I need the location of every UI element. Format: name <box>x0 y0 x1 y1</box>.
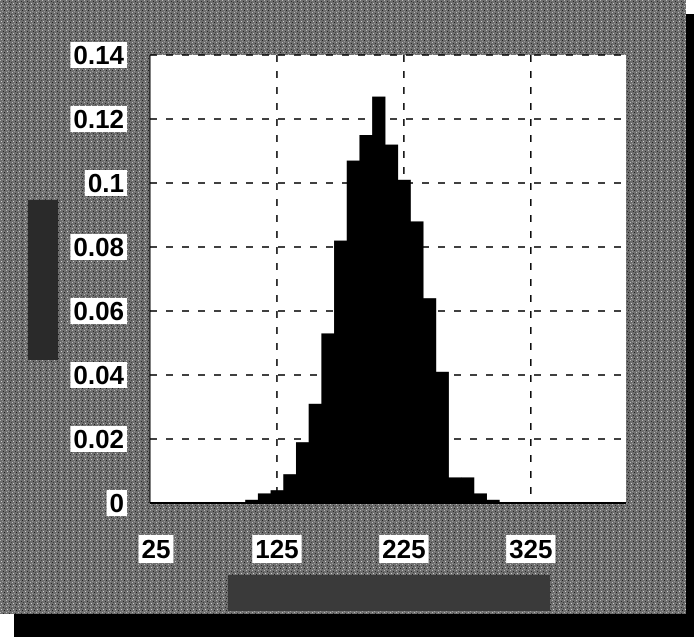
x-tick-label-2: 225 <box>382 534 425 564</box>
histogram-bar <box>334 240 348 503</box>
histogram-bar <box>346 160 361 503</box>
histogram-bar <box>283 474 297 503</box>
y-label-bg-5 <box>84 170 127 196</box>
histogram-bar <box>410 221 424 503</box>
bars <box>245 96 500 504</box>
y-tick-label-4: 0.08 <box>73 232 124 262</box>
y-tick-label-5: 0.1 <box>88 168 124 198</box>
y-tick-label-6: 0.12 <box>73 104 124 134</box>
panel-bottom-mark <box>228 575 550 611</box>
y-label-bg-1 <box>70 426 127 452</box>
y-tick-label-7: 0.14 <box>73 40 124 70</box>
histogram-bar <box>384 144 399 503</box>
histogram-bar <box>308 403 322 503</box>
histogram-bar <box>245 499 259 503</box>
panel-side-mark <box>28 200 58 360</box>
histogram-bar <box>372 96 386 503</box>
x-label-bg-3 <box>506 535 556 563</box>
histogram-bar <box>270 490 284 503</box>
y-label-bg-4 <box>70 234 127 260</box>
histogram-bar <box>460 477 475 503</box>
histogram-bar <box>257 493 272 503</box>
x-tick-label-1: 125 <box>255 534 298 564</box>
y-label-bg-2 <box>70 362 127 388</box>
x-tick-label-0: 25 <box>142 534 171 564</box>
histogram-bar <box>321 333 335 503</box>
y-tick-label-1: 0.02 <box>73 424 124 454</box>
histogram-bar <box>473 493 487 503</box>
histogram-bar <box>435 371 449 503</box>
histogram-bar <box>359 135 373 503</box>
y-label-bg-6 <box>70 106 127 132</box>
histogram-bar <box>486 499 500 503</box>
histogram-bar <box>422 298 437 503</box>
panel-shadow-right <box>684 14 694 637</box>
x-label-bg-2 <box>379 535 429 563</box>
histogram-bar <box>448 477 462 503</box>
x-label-bg-1 <box>252 535 302 563</box>
y-tick-label-2: 0.04 <box>73 360 124 390</box>
panel-shadow <box>14 612 694 637</box>
y-tick-label-3: 0.06 <box>73 296 124 326</box>
y-tick-labels: 0 0.02 0.04 0.06 0.08 0.1 0.12 0.14 <box>70 40 127 518</box>
y-tick-label-0: 0 <box>110 488 124 518</box>
histogram-bar <box>295 442 310 503</box>
x-label-bg-0 <box>138 535 174 563</box>
x-tick-labels: 25 125 225 325 <box>138 534 556 564</box>
y-label-bg-0 <box>106 490 127 516</box>
histogram-bar <box>397 179 411 504</box>
y-label-bg-3 <box>70 298 127 324</box>
y-label-bg-7 <box>70 42 127 68</box>
x-tick-label-3: 325 <box>509 534 552 564</box>
